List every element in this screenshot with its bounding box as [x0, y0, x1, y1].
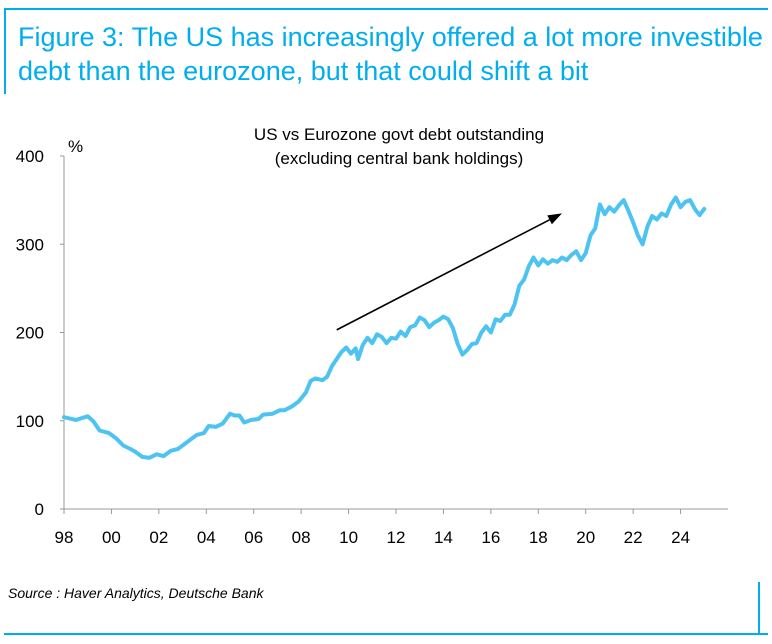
- source-note: Source : Haver Analytics, Deutsche Bank: [8, 585, 264, 601]
- y-tick-label: 400: [16, 147, 44, 166]
- x-tick-label: 04: [197, 528, 216, 547]
- x-tick-label: 10: [339, 528, 358, 547]
- y-axis-ticks: 0 100 200 300 400: [16, 147, 64, 519]
- x-tick-label: 12: [387, 528, 406, 547]
- x-tick-label: 06: [244, 528, 263, 547]
- x-axis-ticks: 98 00 02 04 06 08 10 12 14 16 18 20 22 24: [55, 509, 690, 547]
- x-tick-label: 20: [576, 528, 595, 547]
- x-tick-label: 18: [529, 528, 548, 547]
- series-line-us-vs-eurozone: [62, 195, 707, 460]
- y-tick-label: 300: [16, 235, 44, 254]
- y-tick-label: 0: [35, 500, 44, 519]
- figure-header: Figure 3: The US has increasingly offere…: [0, 8, 772, 94]
- trend-arrow: [336, 219, 550, 331]
- y-tick-label: 100: [16, 412, 44, 431]
- chart-title-line-2: (excluding central bank holdings): [275, 149, 524, 168]
- y-axis-unit-label: %: [68, 137, 83, 156]
- figure-title: Figure 3: The US has increasingly offere…: [18, 22, 763, 86]
- line-chart: US vs Eurozone govt debt outstanding (ex…: [16, 125, 728, 547]
- y-tick-label: 200: [16, 324, 44, 343]
- header-left-rule: [4, 8, 6, 94]
- trend-arrowhead: [547, 213, 562, 225]
- x-tick-label: 02: [149, 528, 168, 547]
- x-tick-label: 08: [292, 528, 311, 547]
- x-tick-label: 14: [434, 528, 453, 547]
- x-tick-label: 22: [624, 528, 643, 547]
- header-top-rule: [4, 8, 768, 10]
- footer-right-rule: [758, 582, 760, 635]
- x-tick-label: 24: [671, 528, 690, 547]
- x-tick-label: 98: [55, 528, 74, 547]
- footer-bottom-rule: [4, 633, 768, 635]
- x-tick-label: 16: [481, 528, 500, 547]
- x-tick-label: 00: [102, 528, 121, 547]
- chart-title-line-1: US vs Eurozone govt debt outstanding: [254, 125, 544, 144]
